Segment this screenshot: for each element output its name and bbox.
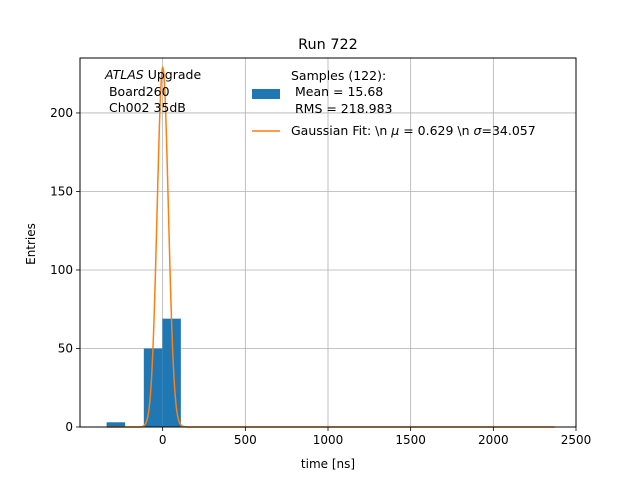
y-tick-label: 200	[50, 106, 73, 120]
legend-fit-mu-value: = 0.629 \n	[399, 123, 473, 138]
histogram-bar	[106, 422, 126, 427]
y-tick-label: 150	[50, 184, 73, 198]
atlas-label: ATLAS	[104, 67, 144, 82]
channel-label: Ch002 35dB	[105, 100, 186, 115]
x-tick-label: 0	[159, 433, 167, 447]
legend-fit-label: Gaussian Fit: \n μ = 0.629 \n σ=34.057	[291, 123, 536, 138]
chart-title: Run 722	[298, 37, 358, 53]
y-tick-label: 50	[58, 341, 73, 355]
x-tick-label: 1500	[395, 433, 426, 447]
x-axis-ticks: 0 500 1000 1500 2000 2500	[159, 427, 591, 447]
legend-fit-sigma-symbol: σ	[474, 123, 483, 138]
legend-fit-sigma-value: =34.057	[481, 123, 535, 138]
x-tick-label: 1000	[313, 433, 344, 447]
legend-histogram-title: Samples (122):	[291, 68, 386, 83]
legend-histogram-swatch	[252, 89, 280, 99]
x-tick-label: 2500	[561, 433, 592, 447]
legend: Samples (122): Mean = 15.68 RMS = 218.98…	[252, 68, 536, 138]
x-tick-label: 2000	[478, 433, 509, 447]
atlas-annotation: ATLAS Upgrade Board260 Ch002 35dB	[104, 67, 201, 115]
y-tick-label: 0	[65, 420, 73, 434]
upgrade-label: Upgrade	[144, 67, 202, 82]
legend-histogram-mean: Mean = 15.68	[291, 84, 383, 99]
board-label: Board260	[105, 84, 170, 99]
y-axis-ticks: 0 50 100 150 200	[50, 106, 80, 434]
legend-fit-mu-symbol: μ	[390, 123, 399, 138]
legend-histogram-rms: RMS = 218.983	[291, 101, 393, 116]
y-axis-label: Entries	[24, 223, 38, 265]
y-tick-label: 100	[50, 263, 73, 277]
x-axis-label: time [ns]	[301, 457, 355, 471]
legend-fit-prefix: Gaussian Fit: \n	[291, 123, 391, 138]
x-tick-label: 500	[234, 433, 257, 447]
svg-text:ATLAS Upgrade: ATLAS Upgrade	[104, 67, 201, 82]
